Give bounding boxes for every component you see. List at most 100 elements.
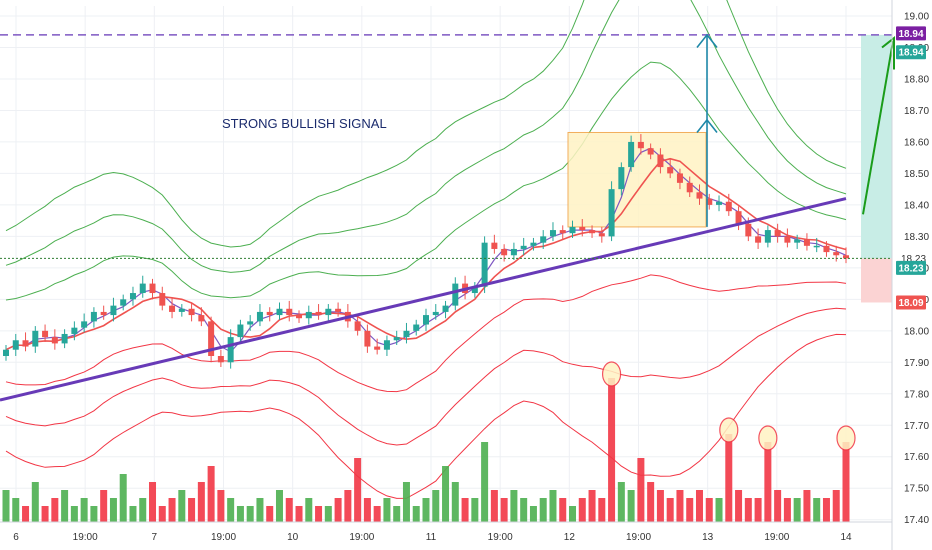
candle-body[interactable]: [598, 233, 605, 237]
candle-body[interactable]: [42, 330, 49, 338]
candle-body[interactable]: [3, 349, 9, 356]
candle-body[interactable]: [794, 239, 801, 243]
candle-body[interactable]: [823, 245, 830, 253]
candle-body[interactable]: [139, 283, 146, 294]
volume-bar: [656, 490, 664, 522]
candle-body[interactable]: [843, 255, 849, 259]
candle-body[interactable]: [178, 308, 185, 312]
candle-body[interactable]: [188, 308, 195, 316]
candle-body[interactable]: [589, 230, 596, 234]
candle-body[interactable]: [413, 324, 420, 331]
candle-body[interactable]: [266, 311, 273, 316]
candle-body[interactable]: [169, 305, 176, 312]
candle-body[interactable]: [755, 236, 762, 243]
candle-body[interactable]: [520, 245, 527, 249]
candle-body[interactable]: [374, 346, 381, 350]
candle-body[interactable]: [393, 337, 400, 341]
last-price-badge: [896, 260, 926, 275]
candle-body[interactable]: [81, 321, 88, 328]
candle-body[interactable]: [227, 337, 234, 363]
candle-body[interactable]: [452, 283, 459, 306]
candle-body[interactable]: [354, 321, 361, 331]
candle-body[interactable]: [61, 333, 68, 344]
candle-body[interactable]: [706, 198, 713, 205]
candle-body[interactable]: [833, 252, 840, 256]
candle-body[interactable]: [237, 324, 244, 338]
stop-price-badge: [896, 295, 926, 310]
candle-body[interactable]: [803, 239, 810, 246]
candle-body[interactable]: [579, 226, 586, 231]
candle-body[interactable]: [559, 230, 566, 234]
candle-body[interactable]: [100, 311, 107, 316]
candle-body[interactable]: [657, 154, 664, 168]
candle-body[interactable]: [628, 141, 635, 168]
candle-body[interactable]: [276, 308, 283, 316]
candle-body[interactable]: [667, 167, 674, 174]
candle-body[interactable]: [286, 308, 293, 316]
volume-bar: [598, 498, 606, 522]
candle-body[interactable]: [208, 321, 215, 356]
trendline[interactable]: [0, 197, 847, 402]
candle-body[interactable]: [813, 245, 820, 248]
candle-body[interactable]: [618, 167, 625, 190]
candle-body[interactable]: [696, 192, 703, 199]
candle-body[interactable]: [364, 330, 371, 347]
candle-body[interactable]: [745, 223, 752, 237]
candle-body[interactable]: [247, 321, 254, 325]
candle-body[interactable]: [71, 327, 78, 334]
candle-body[interactable]: [608, 189, 615, 237]
volume-bar: [295, 506, 303, 522]
candle-body[interactable]: [32, 330, 39, 347]
candle-body[interactable]: [383, 340, 390, 350]
candle-body[interactable]: [676, 173, 683, 183]
candle-body[interactable]: [442, 305, 449, 312]
candle-body[interactable]: [725, 201, 732, 212]
candle-body[interactable]: [784, 236, 791, 243]
candle-body[interactable]: [686, 182, 693, 193]
candle-body[interactable]: [149, 283, 156, 294]
candlesticks[interactable]: [3, 134, 849, 369]
volume-bar: [178, 490, 186, 522]
candle-body[interactable]: [716, 201, 723, 205]
candle-body[interactable]: [530, 242, 537, 246]
candle-body[interactable]: [51, 337, 58, 344]
volume-bar: [471, 498, 479, 522]
candle-body[interactable]: [510, 248, 517, 256]
candle-body[interactable]: [22, 340, 29, 347]
candle-body[interactable]: [764, 230, 771, 243]
candle-body[interactable]: [129, 293, 136, 300]
candle-body[interactable]: [471, 286, 478, 294]
candle-body[interactable]: [120, 299, 127, 306]
candle-body[interactable]: [569, 226, 576, 234]
candle-body[interactable]: [423, 315, 429, 325]
candle-body[interactable]: [325, 308, 332, 316]
candle-body[interactable]: [481, 242, 488, 287]
candle-body[interactable]: [305, 311, 312, 319]
candle-body[interactable]: [217, 356, 224, 363]
volume-bar: [695, 490, 703, 522]
candle-body[interactable]: [335, 308, 342, 312]
candle-body[interactable]: [549, 230, 556, 237]
volume-bar: [197, 482, 205, 522]
candle-body[interactable]: [647, 148, 654, 155]
chart-drawings[interactable]: [0, 33, 895, 402]
candle-body[interactable]: [256, 311, 263, 322]
candle-body[interactable]: [159, 293, 166, 306]
candle-body[interactable]: [491, 242, 498, 249]
candle-body[interactable]: [198, 315, 205, 322]
x-tick-label: 14: [840, 532, 852, 543]
candle-body[interactable]: [637, 141, 644, 149]
candle-body[interactable]: [12, 340, 19, 350]
candle-body[interactable]: [735, 211, 742, 224]
candle-body[interactable]: [110, 305, 117, 316]
candle-body[interactable]: [432, 311, 439, 316]
candle-body[interactable]: [774, 230, 781, 237]
candle-body[interactable]: [296, 315, 303, 319]
candle-body[interactable]: [315, 311, 322, 316]
candle-body[interactable]: [501, 248, 508, 256]
candle-body[interactable]: [90, 311, 97, 322]
target-arrow[interactable]: [862, 41, 894, 215]
candle-body[interactable]: [540, 236, 547, 243]
candle-body[interactable]: [403, 330, 410, 338]
